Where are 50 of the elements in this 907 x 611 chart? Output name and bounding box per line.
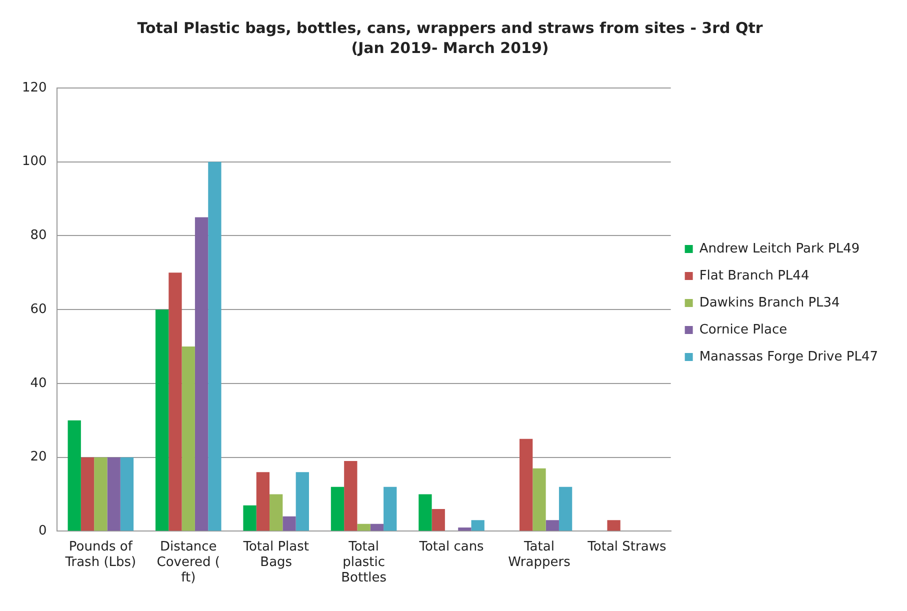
x-tick-label: Pounds of Trash (Lbs) <box>64 539 136 570</box>
bar <box>94 457 108 531</box>
bar <box>607 520 620 531</box>
chart-subtitle: (Jan 2019- March 2019) <box>351 38 549 57</box>
bar <box>357 524 370 531</box>
bar <box>270 494 283 531</box>
x-tick-label: Distance Covered ( ft) <box>156 539 220 586</box>
legend-label: Manassas Forge Drive PL47 <box>699 349 878 364</box>
legend-label: Dawkins Branch PL34 <box>699 295 840 310</box>
x-tick-label: Total Plast Bags <box>242 539 309 570</box>
x-tick-label: Total Straws <box>586 539 666 554</box>
bar <box>432 509 445 531</box>
bar <box>243 505 256 531</box>
legend-label: Flat Branch PL44 <box>699 268 810 284</box>
bar <box>182 346 195 531</box>
x-tick-label: Total plastic Bottles <box>341 539 387 586</box>
bar <box>256 472 270 531</box>
bar <box>532 468 546 531</box>
bar <box>168 272 182 531</box>
y-tick-label: 40 <box>30 376 47 391</box>
bar <box>458 528 472 531</box>
bar <box>68 420 81 531</box>
y-tick-label: 0 <box>38 524 47 539</box>
legend-label: Andrew Leitch Park PL49 <box>699 241 860 256</box>
y-tick-label: 100 <box>22 154 47 170</box>
x-tick-label: Tatal Wrappers <box>508 539 571 570</box>
bar <box>384 486 397 531</box>
bar <box>520 438 533 531</box>
bar <box>344 461 358 531</box>
y-tick-label: 20 <box>30 450 47 465</box>
y-tick-label: 80 <box>30 228 47 244</box>
bar <box>155 310 169 531</box>
bar <box>418 494 432 531</box>
bar <box>471 520 484 531</box>
bar <box>194 217 208 531</box>
legend-label: Cornice Place <box>699 322 788 338</box>
bar <box>208 162 222 531</box>
y-tick-label: 120 <box>22 80 47 96</box>
bar <box>282 516 296 531</box>
y-tick-label: 60 <box>30 302 47 317</box>
bar <box>546 520 559 531</box>
bar <box>80 457 94 531</box>
x-tick-label: Total cans <box>418 539 484 554</box>
bar <box>120 457 134 531</box>
bar <box>558 486 572 531</box>
chart-title: Total Plastic bags, bottles, cans, wrappers and straws from sites - 3rd Qtr <box>137 18 764 37</box>
bar <box>330 486 344 531</box>
bar <box>370 524 384 531</box>
bar <box>107 457 120 531</box>
bar <box>296 472 309 531</box>
